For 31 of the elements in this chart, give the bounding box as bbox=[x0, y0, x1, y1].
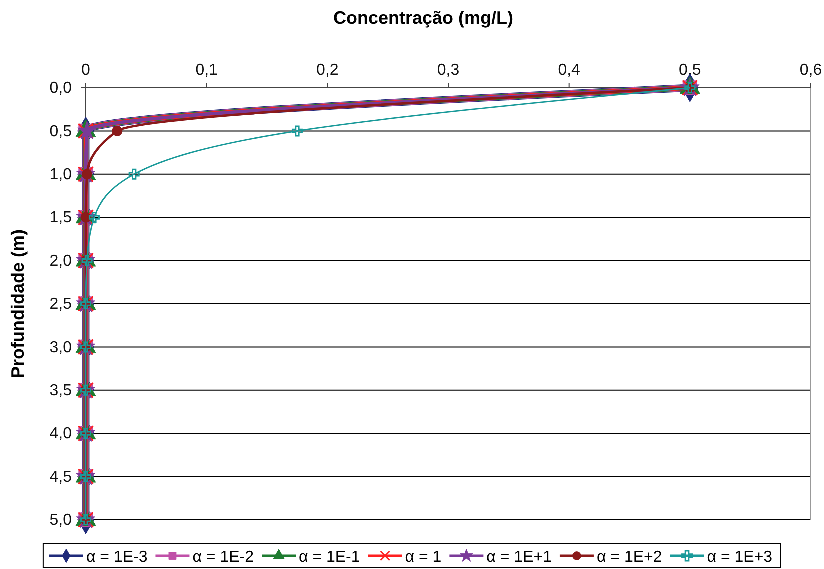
y-tick-label: 4,0 bbox=[50, 426, 72, 443]
legend-label: α = 1E+3 bbox=[707, 549, 773, 566]
point bbox=[292, 126, 303, 137]
legend-label: α = 1E-1 bbox=[299, 549, 360, 566]
legend-label: α = 1E-3 bbox=[86, 549, 148, 566]
y-tick-label: 1,5 bbox=[50, 210, 72, 227]
x-axis-title: Concentração (mg/L) bbox=[333, 8, 514, 28]
legend-label: α = 1E+2 bbox=[596, 549, 662, 566]
point bbox=[112, 126, 123, 136]
y-tick-label: 0,5 bbox=[50, 123, 72, 140]
y-tick-label: 3,5 bbox=[50, 382, 72, 400]
legend-label: α = 1 bbox=[405, 549, 442, 566]
x-tick-label: 0,1 bbox=[196, 62, 218, 80]
y-tick-label: 3,0 bbox=[50, 339, 72, 356]
y-tick-label: 5,0 bbox=[50, 512, 72, 530]
point bbox=[88, 212, 100, 224]
y-tick-label: 1,0 bbox=[50, 166, 72, 184]
point bbox=[128, 168, 140, 180]
x-tick-label: 0 bbox=[82, 62, 91, 80]
y-tick-label: 0,0 bbox=[50, 80, 72, 98]
x-tick-label: 0,4 bbox=[558, 62, 581, 80]
legend-label: α = 1E-2 bbox=[192, 549, 254, 566]
x-tick-label: 0,3 bbox=[437, 62, 460, 80]
legend-label: α = 1E+1 bbox=[486, 549, 552, 566]
y-tick-label: 2,0 bbox=[50, 252, 72, 270]
y-tick-label: 4,5 bbox=[50, 468, 72, 486]
y-axis-title: Profundidade (m) bbox=[8, 230, 28, 378]
x-tick-label: 0,6 bbox=[800, 62, 822, 80]
x-tick-label: 0,2 bbox=[316, 62, 339, 80]
y-tick-label: 2,5 bbox=[50, 296, 72, 314]
x-tick-label: 0,5 bbox=[679, 62, 702, 80]
